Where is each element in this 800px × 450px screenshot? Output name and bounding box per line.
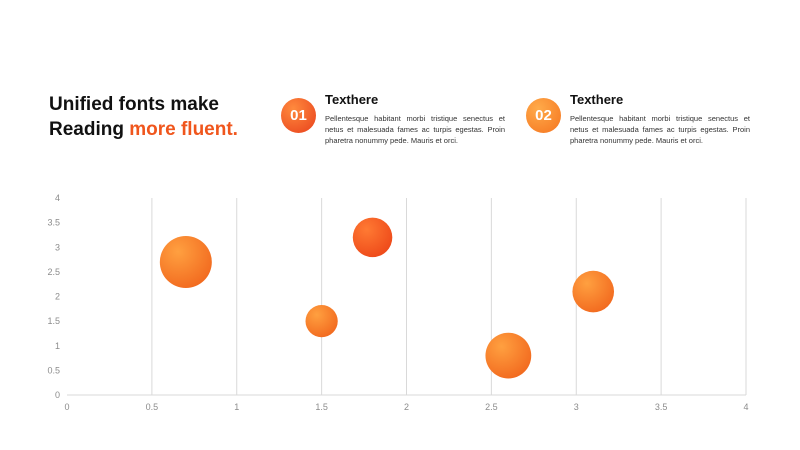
y-tick-label: 1 [55,341,60,351]
chart-tick-labels: 0 0.5 1 1.5 2 2.5 3 3.5 4 0 0.5 1 1.5 2 2.5 3 3.5 4 [47,193,748,412]
y-tick-label: 3.5 [47,218,60,228]
x-tick-label: 4 [743,402,748,412]
feature-title: Texthere [325,92,379,107]
bubble-point-4 [485,332,532,379]
x-tick-label: 0.5 [146,402,159,412]
feature-body: Pellentesque habitant morbi tristique se… [325,114,505,145]
bubble-point-3 [352,217,393,258]
headline-line-2: Reading more fluent. [49,117,238,142]
x-tick-label: 1.5 [315,402,328,412]
y-tick-label: 0.5 [47,365,60,375]
y-tick-label: 2 [55,292,60,302]
x-tick-label: 3.5 [655,402,668,412]
feature-body: Pellentesque habitant morbi tristique se… [570,114,750,145]
x-tick-label: 2 [404,402,409,412]
bubble-point-5 [572,270,615,313]
feature-number-badge: 02 [526,98,561,133]
y-tick-label: 2.5 [47,267,60,277]
y-tick-label: 0 [55,390,60,400]
headline: Unified fonts make Reading more fluent. [49,92,238,142]
x-tick-label: 1 [234,402,239,412]
y-tick-label: 4 [55,193,60,203]
chart-gridlines [67,198,747,396]
y-tick-label: 3 [55,242,60,252]
feature-number-badge: 01 [281,98,316,133]
x-tick-label: 0 [64,402,69,412]
feature-title: Texthere [570,92,624,107]
x-tick-label: 2.5 [485,402,498,412]
bubble-point-1 [159,236,212,289]
headline-accent: more fluent. [129,119,238,140]
headline-line-1: Unified fonts make [49,94,219,115]
headline-line-2-prefix: Reading [49,119,130,140]
x-tick-label: 3 [574,402,579,412]
bubble-point-2 [305,305,338,338]
y-tick-label: 1.5 [47,316,60,326]
chart-bubbles [159,217,615,379]
